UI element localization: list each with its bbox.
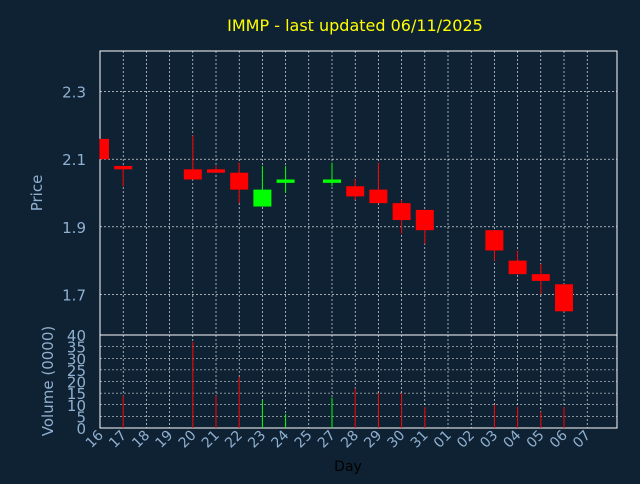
price-axis-label: Price <box>28 175 46 212</box>
x-tick-label: 02 <box>454 428 478 452</box>
volume-bars <box>122 341 565 428</box>
x-tick-label: 27 <box>315 428 339 452</box>
volume-tick-label: 20 <box>67 374 86 392</box>
candle-body <box>183 169 202 180</box>
x-tick-label: 24 <box>269 427 293 451</box>
price-tick-label: 2.3 <box>62 84 86 102</box>
x-tick-label: 19 <box>153 428 177 452</box>
volume-tick-label: 40 <box>67 327 86 345</box>
x-tick-label: 22 <box>222 428 246 452</box>
candle-body <box>207 169 225 173</box>
x-tick-label: 04 <box>501 427 525 451</box>
price-tick-label: 2.1 <box>62 151 86 169</box>
x-tick-label: 01 <box>431 428 455 452</box>
x-tick-label: 07 <box>570 428 594 452</box>
x-axis-label: Day <box>334 459 362 475</box>
x-tick-label: 06 <box>547 427 571 451</box>
volume-tick-label: 5 <box>76 408 86 426</box>
x-tick-label: 28 <box>338 428 362 452</box>
x-tick-label: 17 <box>106 428 130 452</box>
chart-title: IMMP - last updated 06/11/2025 <box>227 16 483 35</box>
x-tick-label: 29 <box>361 428 385 452</box>
candle-body <box>555 284 573 312</box>
x-tick-label: 18 <box>129 428 153 452</box>
volume-tick-label: 10 <box>67 397 86 415</box>
candle-body <box>100 138 109 160</box>
candle-body <box>369 189 388 204</box>
x-tick-label: 16 <box>83 427 107 451</box>
x-tick-label: 03 <box>477 428 501 452</box>
candle-body <box>253 189 272 207</box>
volume-tick-label: 35 <box>67 339 86 357</box>
price-tick-label: 1.9 <box>62 219 86 237</box>
price-y-tick-labels: 1.7 1.9 2.1 2.3 <box>62 84 86 305</box>
x-tick-label: 23 <box>245 428 269 452</box>
candle-body <box>392 203 411 221</box>
volume-tick-label: 30 <box>67 350 86 368</box>
x-tick-label: 25 <box>292 428 316 452</box>
x-tick-label: 31 <box>408 428 432 452</box>
price-panel: 1.7 1.9 2.1 2.3 Price <box>28 50 618 336</box>
candle-body <box>114 165 133 170</box>
volume-axis-label: Volume (0000) <box>39 326 57 436</box>
candles <box>99 135 573 312</box>
x-axis: 16 17 18 19 20 21 22 23 24 25 27 28 29 30 31 01 02 03 04 05… <box>83 427 594 451</box>
volume-tick-label: 0 <box>76 420 86 438</box>
x-tick-label: 05 <box>524 428 548 452</box>
volume-tick-label: 15 <box>67 385 86 403</box>
candle-body <box>415 209 434 231</box>
candle-body <box>531 274 550 281</box>
volume-tick-label: 25 <box>67 362 86 380</box>
candle-body <box>346 186 365 197</box>
x-tick-label: 20 <box>176 428 200 452</box>
candle-body <box>230 172 249 190</box>
x-tick-label: 21 <box>199 428 223 452</box>
candle-body <box>508 260 527 275</box>
x-tick-label: 30 <box>385 428 409 452</box>
candle-body <box>323 179 341 183</box>
volume-grid <box>100 334 617 429</box>
price-tick-label: 1.7 <box>62 286 86 304</box>
candle-body <box>485 230 504 251</box>
candle-body <box>276 179 295 183</box>
